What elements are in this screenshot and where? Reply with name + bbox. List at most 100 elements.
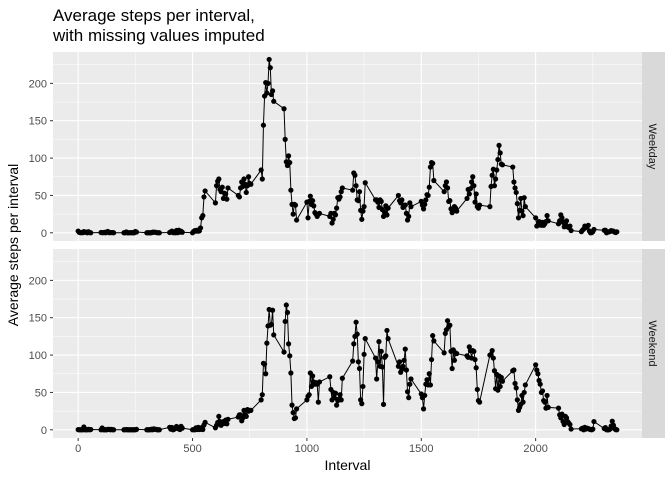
data-point (290, 211, 296, 217)
panel-weekday: Weekday (53, 52, 665, 241)
data-point (447, 198, 453, 204)
data-point (406, 395, 412, 401)
data-point (443, 179, 450, 185)
data-point (356, 189, 363, 195)
y-tick-label: 0 (41, 425, 47, 437)
data-point (491, 183, 498, 189)
data-point (224, 421, 230, 427)
data-point (353, 319, 359, 325)
data-point (399, 197, 405, 203)
chart-title-line-2: with missing values imputed (52, 26, 265, 45)
data-point (519, 208, 525, 214)
data-point (225, 416, 231, 422)
data-point (567, 421, 573, 428)
data-point (559, 215, 565, 221)
data-point (431, 338, 437, 344)
data-point (512, 185, 518, 191)
data-point (378, 198, 384, 205)
data-point (454, 350, 460, 357)
data-point (537, 381, 543, 387)
data-point (544, 213, 550, 219)
data-point (267, 65, 273, 71)
data-point (447, 322, 453, 328)
data-point (522, 204, 528, 210)
data-point (401, 357, 407, 363)
x-tick-label: 0 (75, 443, 81, 455)
panel-background (53, 52, 642, 241)
data-point (464, 195, 470, 202)
data-point (236, 194, 243, 200)
data-point (533, 215, 539, 221)
data-point (384, 327, 390, 334)
data-point (361, 204, 367, 210)
data-point (259, 392, 265, 398)
data-point (362, 180, 368, 186)
data-point (444, 318, 451, 324)
data-point (356, 365, 363, 372)
data-point (563, 218, 570, 224)
data-point (473, 191, 479, 197)
data-point (311, 203, 317, 209)
series-weekend (75, 302, 620, 433)
data-point (200, 213, 206, 219)
data-point (241, 176, 247, 182)
data-point (179, 425, 185, 431)
data-point (352, 172, 358, 178)
data-point (268, 321, 275, 328)
data-point (294, 217, 300, 223)
data-point (470, 174, 476, 180)
data-point (499, 378, 506, 384)
data-point (281, 349, 287, 355)
data-point (359, 216, 365, 222)
data-point (350, 187, 356, 193)
data-point (451, 357, 458, 363)
data-point (111, 427, 117, 433)
data-point (585, 222, 591, 228)
data-point (223, 191, 229, 197)
data-point (426, 184, 432, 190)
y-tick-label: 100 (29, 153, 47, 165)
data-point (471, 183, 477, 189)
data-point (395, 192, 401, 199)
data-point (402, 202, 408, 208)
data-point (521, 195, 527, 201)
data-point (454, 208, 460, 214)
chart-title-line-1: Average steps per interval, (53, 6, 255, 25)
data-point (614, 229, 620, 235)
data-point (202, 188, 208, 194)
data-point (224, 196, 230, 202)
data-point (307, 193, 313, 199)
data-point (271, 332, 277, 338)
data-point (201, 194, 207, 200)
data-point (355, 359, 361, 365)
x-tick-label: 1500 (409, 443, 433, 455)
panel-background (53, 249, 642, 438)
data-point (520, 213, 526, 219)
strip-background (642, 249, 665, 438)
data-point (591, 226, 597, 233)
data-point (430, 333, 436, 339)
data-point (265, 80, 271, 86)
data-point (216, 413, 222, 419)
data-point (197, 225, 204, 231)
data-point (514, 397, 520, 403)
data-point (332, 212, 339, 218)
data-point (497, 383, 503, 390)
data-point (402, 346, 408, 352)
data-point (426, 371, 432, 377)
data-point (292, 202, 299, 208)
data-point (375, 359, 381, 365)
strip-label-weekday: Weekday (646, 124, 658, 170)
data-point (339, 185, 345, 191)
data-point (310, 198, 316, 204)
data-point (287, 159, 293, 166)
y-axis-weekday: 0 50 100 150 200 (29, 78, 53, 240)
data-point (422, 392, 428, 399)
data-point (521, 389, 527, 396)
y-axis-weekend: 0 50 100 150 200 (29, 275, 53, 437)
data-point (372, 355, 379, 361)
strip-label-weekend: Weekend (646, 320, 658, 366)
data-point (283, 302, 289, 308)
strip-background (642, 52, 665, 241)
data-point (400, 363, 406, 369)
